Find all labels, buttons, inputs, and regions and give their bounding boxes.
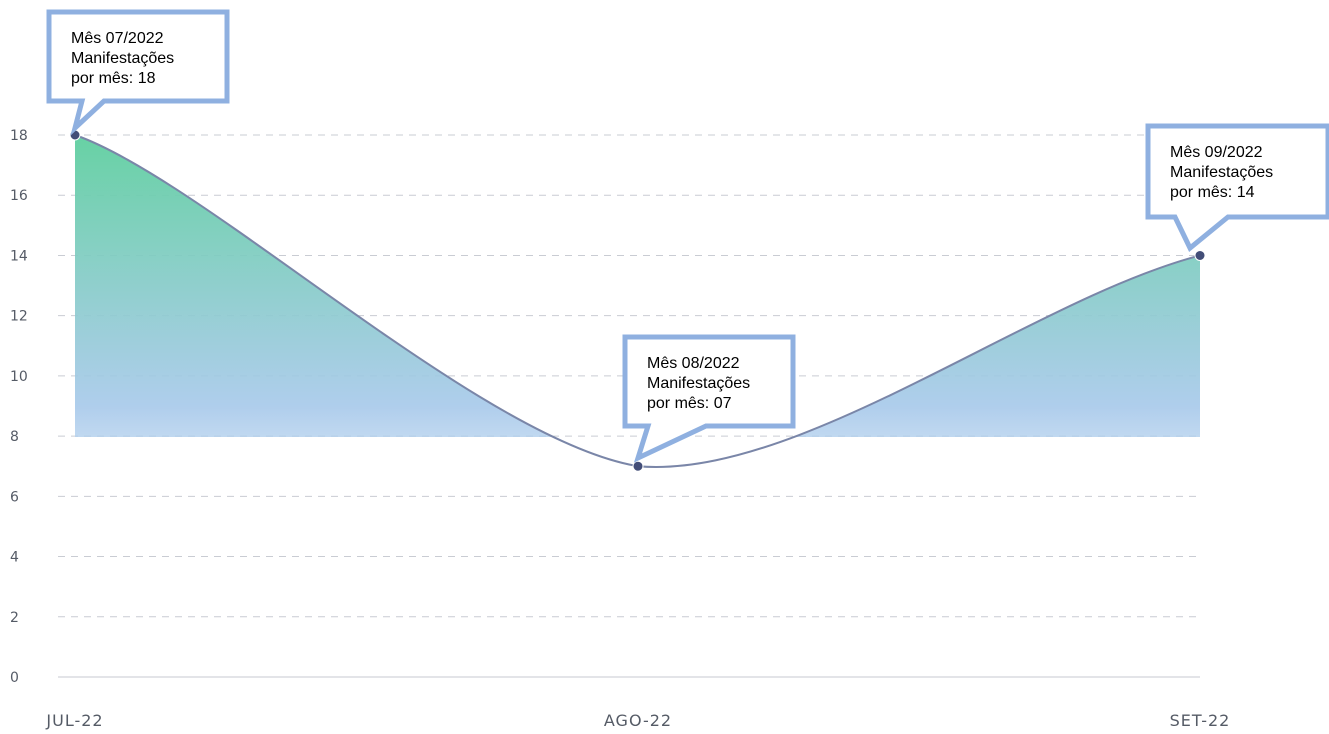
area-fill-path — [75, 135, 1200, 437]
y-tick-label: 8 — [10, 429, 19, 445]
callout-text: Mês 09/2022 — [1170, 144, 1263, 161]
callout-text: por mês: 18 — [71, 70, 156, 87]
callout-text: Mês 08/2022 — [647, 355, 740, 372]
y-tick-label: 2 — [10, 610, 19, 626]
callout-box — [46, 9, 230, 136]
data-points — [69, 129, 1206, 472]
callout-box — [1145, 123, 1329, 252]
callout-set-22: Mês 09/2022 Manifestações por mês: 14 — [1145, 123, 1329, 252]
callout-text: Manifestações — [1170, 164, 1273, 181]
x-tick-label: JUL-22 — [45, 711, 103, 730]
y-tick-label: 14 — [10, 248, 28, 264]
x-tick-label: SET-22 — [1170, 711, 1231, 730]
callout-text: por mês: 07 — [647, 395, 732, 412]
callout-jul-22: Mês 07/2022 Manifestações por mês: 18 — [46, 9, 230, 136]
callout-ago-22: Mês 08/2022 Manifestações por mês: 07 — [622, 334, 796, 463]
y-tick-label: 4 — [10, 550, 19, 566]
y-tick-label: 12 — [10, 309, 28, 325]
callout-text: Manifestações — [647, 375, 750, 392]
y-tick-label: 10 — [10, 369, 28, 385]
callout-text: Mês 07/2022 — [71, 30, 164, 47]
data-point-jul-22[interactable] — [69, 129, 81, 141]
x-tick-label: AGO-22 — [604, 711, 672, 730]
callout-box — [622, 334, 796, 463]
y-tick-label: 16 — [10, 188, 28, 204]
y-tick-label: 18 — [10, 128, 28, 144]
data-point-ago-22[interactable] — [632, 460, 644, 472]
data-point-set-22[interactable] — [1194, 249, 1206, 261]
y-tick-label: 0 — [10, 670, 19, 686]
y-axis-ticks: 0 2 4 6 8 10 12 14 16 18 — [10, 128, 28, 686]
callout-text: por mês: 14 — [1170, 184, 1255, 201]
y-tick-label: 6 — [10, 489, 19, 505]
area-fill — [75, 135, 1200, 437]
callout-text: Manifestações — [71, 50, 174, 67]
x-axis-ticks: JUL-22 AGO-22 SET-22 — [45, 711, 1231, 730]
